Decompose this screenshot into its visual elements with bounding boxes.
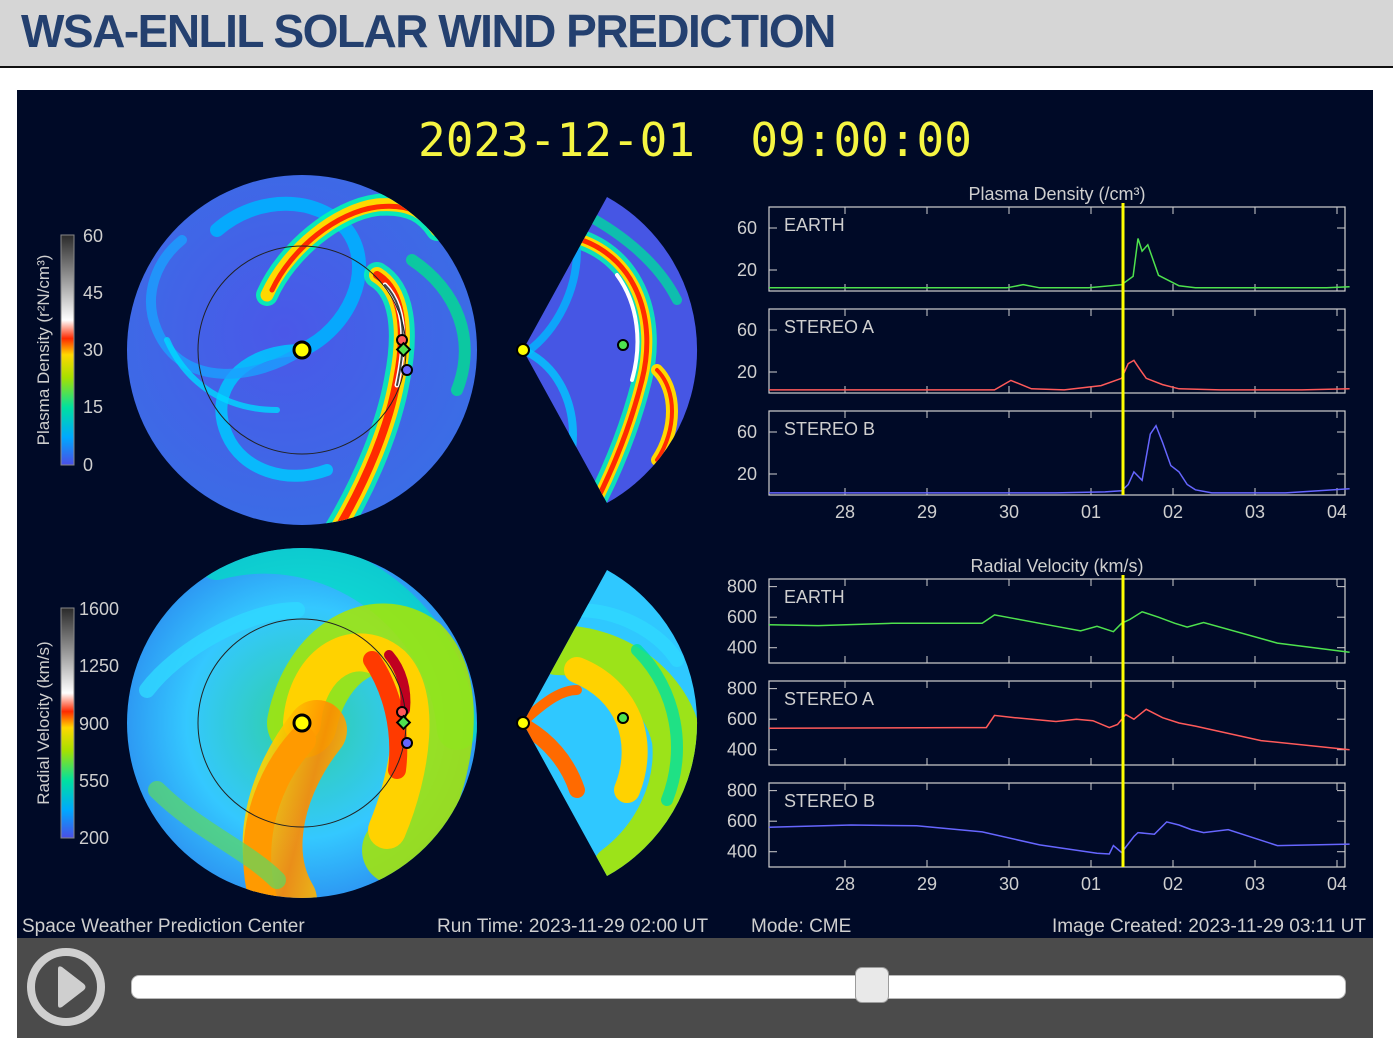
y-tick-label: 400 (727, 638, 757, 658)
footer-run-time: Run Time: 2023-11-29 02:00 UT (437, 916, 708, 937)
x-tick-label: 03 (1245, 874, 1265, 894)
timeline-slider-handle[interactable] (855, 967, 890, 1003)
stereo-b-marker (401, 364, 413, 376)
velocity-colorbar-label: Radial Velocity (km/s) (34, 641, 53, 804)
play-button[interactable] (26, 947, 106, 1027)
timeline-slider[interactable] (131, 975, 1346, 999)
density-colorbar-tick: 0 (83, 455, 93, 475)
y-tick-label: 800 (727, 781, 757, 801)
density-colorbar-label: Plasma Density (r²N/cm³) (34, 255, 53, 446)
series-name-label: EARTH (784, 215, 845, 235)
y-tick-label: 400 (727, 842, 757, 862)
series-name-label: STEREO B (784, 419, 875, 439)
series-name-label: EARTH (784, 587, 845, 607)
x-tick-label: 28 (835, 874, 855, 894)
series-name-label: STEREO B (784, 791, 875, 811)
x-tick-label: 03 (1245, 502, 1265, 522)
x-tick-label: 30 (999, 874, 1019, 894)
time-series-title: Plasma Density (/cm³) (968, 184, 1145, 204)
animation-controls (17, 938, 1373, 1038)
plot-panel-frame (768, 206, 1346, 292)
y-tick-label: 20 (737, 362, 757, 382)
y-tick-label: 60 (737, 218, 757, 238)
play-icon (27, 948, 105, 1026)
footer-image-created: Image Created: 2023-11-29 03:11 UT (1052, 916, 1366, 937)
y-tick-label: 600 (727, 811, 757, 831)
y-tick-label: 600 (727, 607, 757, 627)
y-tick-label: 400 (727, 740, 757, 760)
density-colorbar: Plasma Density (r²N/cm³) 60 45 30 15 0 (34, 226, 103, 475)
x-tick-label: 01 (1081, 874, 1101, 894)
y-tick-label: 800 (727, 679, 757, 699)
velocity-ecliptic-disk (127, 548, 477, 898)
y-tick-label: 800 (727, 577, 757, 597)
plot-panel-frame (768, 410, 1346, 496)
y-tick-label: 60 (737, 422, 757, 442)
sun-marker (292, 340, 312, 360)
series-name-label: STEREO A (784, 689, 874, 709)
plot-panel-frame (768, 578, 1346, 664)
earth-marker (395, 714, 412, 731)
x-tick-label: 04 (1327, 502, 1347, 522)
footer-mode: Mode: CME (751, 916, 851, 937)
radial-velocity-time-series: Radial Velocity (km/s) 800 600 400 EARTH 800 6… (727, 556, 1350, 894)
sun-marker (292, 713, 312, 733)
solar-wind-visualization: 2023-12-01 09:00:00 Plasma Density (r²N/… (22, 113, 1366, 937)
density-colorbar-tick: 45 (83, 283, 103, 303)
density-colorbar-tick: 30 (83, 340, 103, 360)
time-series-title: Radial Velocity (km/s) (970, 556, 1143, 576)
x-tick-label: 02 (1163, 502, 1183, 522)
x-tick-label: 28 (835, 502, 855, 522)
series-line-stereo-a (769, 359, 1350, 391)
series-name-label: STEREO A (784, 317, 874, 337)
density-ecliptic-disk (127, 175, 477, 525)
velocity-meridional-wedge (516, 570, 698, 876)
earth-marker (617, 712, 629, 724)
earth-marker (617, 339, 629, 351)
density-colorbar-tick: 60 (83, 226, 103, 246)
plot-panel-frame (768, 782, 1346, 868)
stereo-a-marker (396, 706, 408, 718)
x-tick-label: 01 (1081, 502, 1101, 522)
footer-organization: Space Weather Prediction Center (22, 916, 305, 937)
earth-marker (395, 341, 412, 358)
frame-timestamp: 2023-12-01 09:00:00 (418, 113, 972, 167)
series-line-earth (769, 238, 1350, 289)
x-tick-label: 02 (1163, 874, 1183, 894)
velocity-colorbar-tick: 550 (79, 771, 109, 791)
velocity-colorbar-tick: 1600 (79, 599, 119, 619)
density-meridional-wedge (516, 197, 698, 503)
velocity-colorbar-tick: 1250 (79, 656, 119, 676)
velocity-colorbar: Radial Velocity (km/s) 1600 1250 900 550… (34, 599, 119, 848)
velocity-colorbar-tick: 200 (79, 828, 109, 848)
y-tick-label: 20 (737, 260, 757, 280)
series-line-stereo-b (769, 424, 1350, 494)
x-tick-label: 29 (917, 874, 937, 894)
y-tick-label: 20 (737, 464, 757, 484)
y-tick-label: 60 (737, 320, 757, 340)
plasma-density-time-series: Plasma Density (/cm³) 60 20 EARTH 60 20 STEREO… (737, 184, 1350, 522)
page-title: WSA-ENLIL SOLAR WIND PREDICTION (21, 5, 836, 57)
density-colorbar-tick: 15 (83, 397, 103, 417)
series-line-stereo-b (768, 821, 1350, 855)
y-tick-label: 600 (727, 709, 757, 729)
x-tick-label: 29 (917, 502, 937, 522)
stereo-b-marker (401, 737, 413, 749)
series-line-earth (768, 610, 1350, 654)
page-header: WSA-ENLIL SOLAR WIND PREDICTION (0, 0, 1393, 68)
plot-panel-frame (768, 308, 1346, 394)
plot-panel-frame (768, 680, 1346, 766)
series-line-stereo-a (768, 708, 1350, 751)
prediction-animation-frame: 2023-12-01 09:00:00 Plasma Density (r²N/… (17, 90, 1373, 938)
velocity-colorbar-tick: 900 (79, 714, 109, 734)
x-tick-label: 04 (1327, 874, 1347, 894)
sun-marker (516, 716, 530, 730)
sun-marker (516, 343, 530, 357)
x-tick-label: 30 (999, 502, 1019, 522)
